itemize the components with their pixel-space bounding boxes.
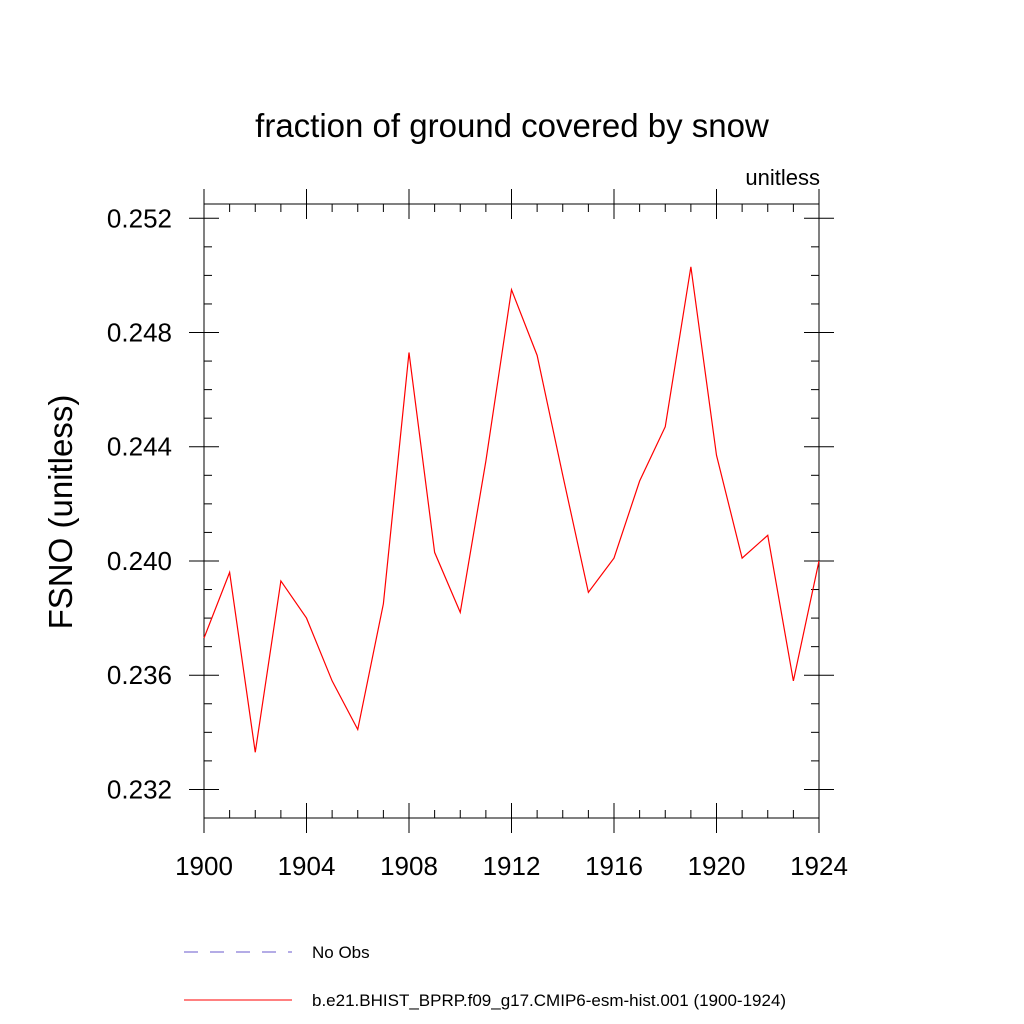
x-tick-label: 1900 [175,851,233,881]
y-tick-label: 0.252 [107,203,172,233]
x-tick-label: 1924 [790,851,848,881]
chart-title: fraction of ground covered by snow [255,107,769,144]
y-axis-label: FSNO (unitless) [42,395,79,630]
x-tick-label: 1920 [688,851,746,881]
x-tick-label: 1916 [585,851,643,881]
x-tick-label: 1908 [380,851,438,881]
x-axis: 1900 1904 1908 1912 1916 1920 1924 [175,189,848,881]
y-tick-label: 0.240 [107,546,172,576]
y-tick-label: 0.232 [107,774,172,804]
series-group [203,266,820,753]
plot-frame [203,203,820,819]
y-tick-label: 0.244 [107,432,172,462]
series-line [203,266,820,753]
legend-label: b.e21.BHIST_BPRP.f09_g17.CMIP6-esm-hist.… [312,991,786,1010]
legend-label: No Obs [312,943,370,962]
chart-subtitle: unitless [745,165,820,190]
legend: No Obs b.e21.BHIST_BPRP.f09_g17.CMIP6-esm… [184,943,786,1010]
y-tick-label: 0.248 [107,318,172,348]
y-tick-label: 0.236 [107,660,172,690]
x-tick-label: 1904 [278,851,336,881]
x-tick-label: 1912 [483,851,541,881]
y-axis: 0.232 0.236 0.240 0.244 0.248 0.252 [107,203,834,819]
